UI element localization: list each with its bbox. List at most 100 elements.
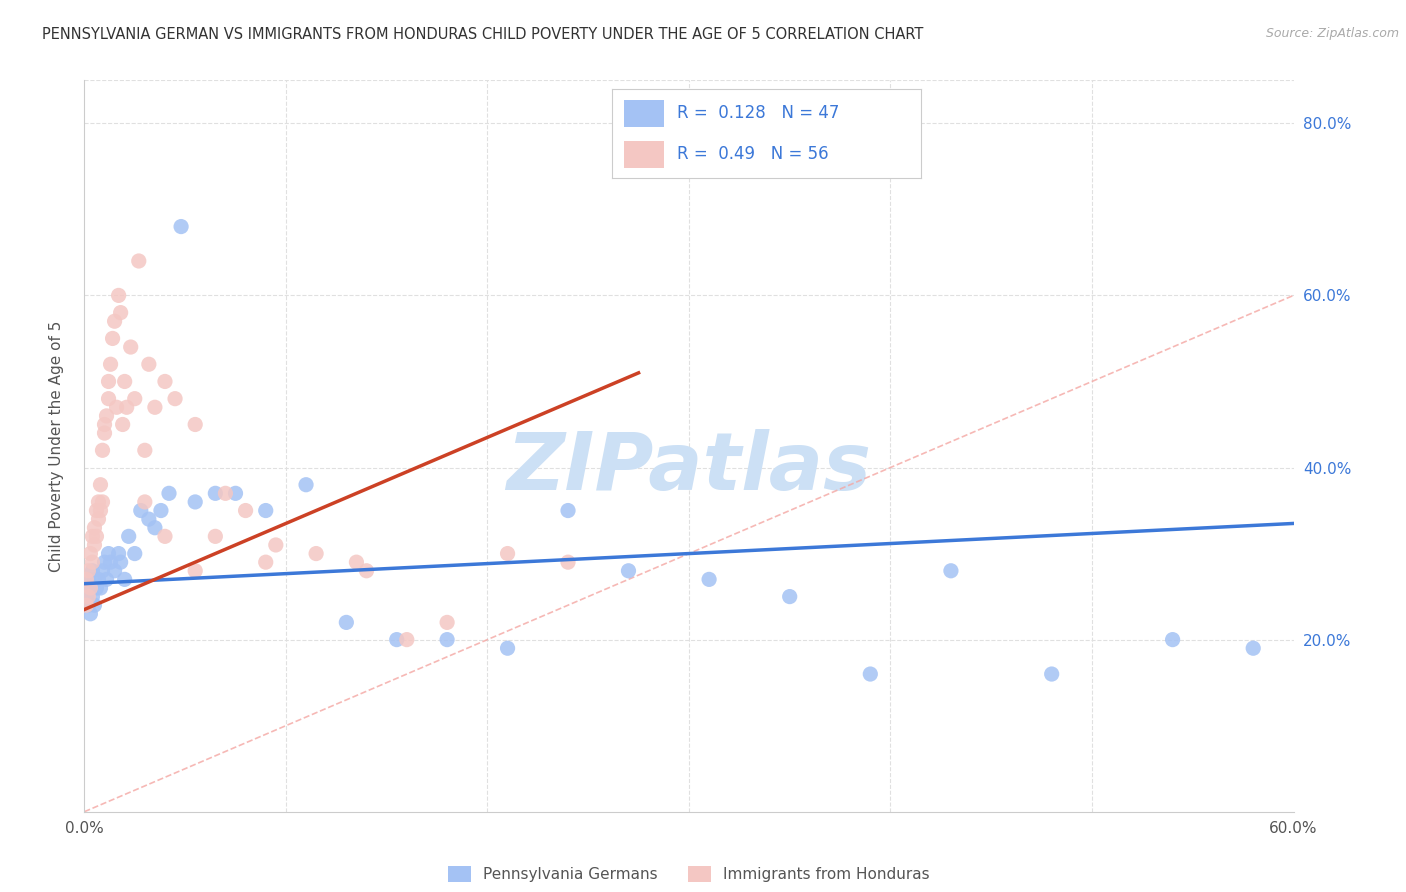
Point [346, 555, 368, 569]
Point [77, 598, 100, 612]
Point [165, 392, 187, 406]
Point [124, 392, 146, 406]
Point [104, 564, 127, 578]
Point [114, 375, 136, 389]
Point [77, 564, 100, 578]
Point [96, 409, 118, 423]
Point [184, 417, 207, 432]
Bar [624, 141, 664, 168]
Point [617, 564, 640, 578]
Point [83, 573, 105, 587]
Point [436, 632, 458, 647]
Point [97, 547, 120, 561]
Point [385, 632, 408, 647]
Point [89, 581, 111, 595]
Point [153, 375, 176, 389]
Bar [624, 100, 664, 127]
Point [335, 615, 357, 630]
Point [129, 503, 152, 517]
Text: R =  0.128   N = 47: R = 0.128 N = 47 [676, 104, 839, 122]
Point [859, 667, 882, 681]
Point [79, 581, 101, 595]
Point [93, 417, 115, 432]
Point [1161, 632, 1184, 647]
Point [111, 417, 134, 432]
Point [83, 521, 105, 535]
Point [89, 503, 111, 517]
Point [79, 547, 101, 561]
Point [91, 564, 114, 578]
Point [184, 564, 207, 578]
Point [104, 314, 127, 328]
Text: PENNSYLVANIA GERMAN VS IMMIGRANTS FROM HONDURAS CHILD POVERTY UNDER THE AGE OF 5: PENNSYLVANIA GERMAN VS IMMIGRANTS FROM H… [42, 27, 924, 42]
Point [87, 512, 110, 526]
Point [105, 401, 128, 415]
Point [79, 581, 101, 595]
Point [75, 598, 97, 612]
Point [1241, 641, 1264, 656]
Point [91, 443, 114, 458]
Point [128, 254, 150, 268]
Point [83, 538, 105, 552]
Point [557, 555, 579, 569]
Point [120, 340, 142, 354]
Point [295, 477, 318, 491]
Point [97, 392, 120, 406]
Point [86, 581, 108, 595]
Point [557, 503, 579, 517]
Point [82, 555, 104, 569]
Point [184, 495, 207, 509]
Point [97, 375, 120, 389]
Point [75, 573, 97, 587]
Point [153, 529, 176, 543]
Point [96, 573, 118, 587]
Point [149, 503, 172, 517]
Point [143, 401, 166, 415]
Point [82, 529, 104, 543]
Point [939, 564, 962, 578]
Point [305, 547, 328, 561]
Point [114, 573, 136, 587]
Point [87, 573, 110, 587]
Point [107, 547, 129, 561]
Point [138, 512, 160, 526]
Point [118, 529, 141, 543]
Point [115, 401, 138, 415]
Point [779, 590, 801, 604]
Point [77, 573, 100, 587]
Point [436, 615, 458, 630]
Point [91, 495, 114, 509]
Text: Source: ZipAtlas.com: Source: ZipAtlas.com [1265, 27, 1399, 40]
Legend: Pennsylvania Germans, Immigrants from Honduras: Pennsylvania Germans, Immigrants from Ho… [441, 860, 936, 888]
Point [395, 632, 418, 647]
Point [356, 564, 378, 578]
Point [82, 590, 104, 604]
Point [93, 426, 115, 441]
Point [77, 590, 100, 604]
Point [110, 305, 132, 319]
Point [134, 443, 156, 458]
Point [75, 590, 97, 604]
Point [79, 607, 101, 621]
Point [86, 529, 108, 543]
Point [124, 547, 146, 561]
Y-axis label: Child Poverty Under the Age of 5: Child Poverty Under the Age of 5 [49, 320, 63, 572]
Point [254, 503, 277, 517]
Point [157, 486, 180, 500]
Point [107, 288, 129, 302]
Point [134, 495, 156, 509]
Point [204, 529, 226, 543]
Point [204, 486, 226, 500]
Point [82, 564, 104, 578]
Point [100, 555, 122, 569]
Point [110, 555, 132, 569]
Point [101, 331, 124, 345]
Point [214, 486, 236, 500]
Text: ZIPatlas: ZIPatlas [506, 429, 872, 507]
Point [496, 547, 519, 561]
Point [225, 486, 247, 500]
Point [254, 555, 277, 569]
Point [170, 219, 193, 234]
Text: R =  0.49   N = 56: R = 0.49 N = 56 [676, 145, 828, 163]
Point [100, 357, 122, 371]
